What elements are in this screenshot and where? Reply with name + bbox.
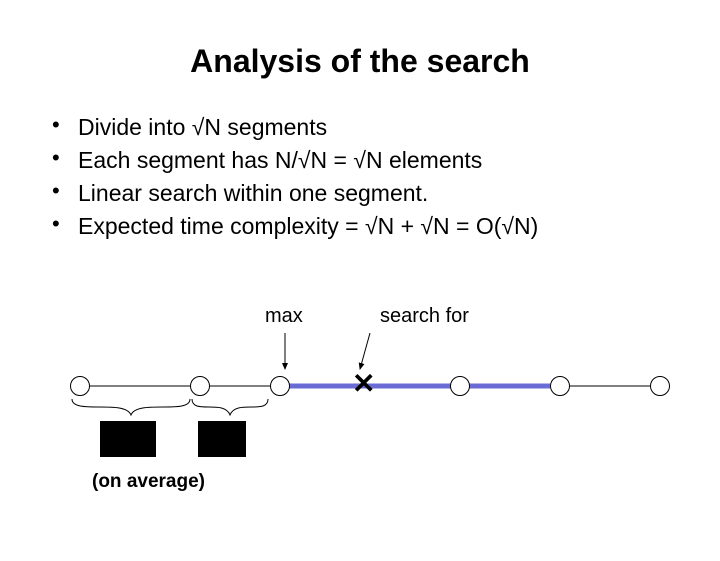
footnote-on-average: (on average) [92, 471, 205, 493]
search-diagram: max search for ✕ (on average) [70, 341, 670, 541]
label-max: max [265, 305, 303, 328]
x-marker-icon: ✕ [352, 370, 375, 398]
redacted-box [198, 421, 246, 457]
label-search-for: search for [380, 305, 469, 328]
bullet-item: Each segment has N/√N = √N elements [46, 147, 720, 174]
bullet-item: Linear search within one segment. [46, 180, 720, 207]
bullet-item: Expected time complexity = √N + √N = O(√… [46, 213, 720, 240]
bullet-list: Divide into √N segments Each segment has… [46, 114, 720, 240]
page-title: Analysis of the search [0, 21, 720, 80]
redacted-box [100, 421, 156, 457]
bullet-item: Divide into √N segments [46, 114, 720, 141]
